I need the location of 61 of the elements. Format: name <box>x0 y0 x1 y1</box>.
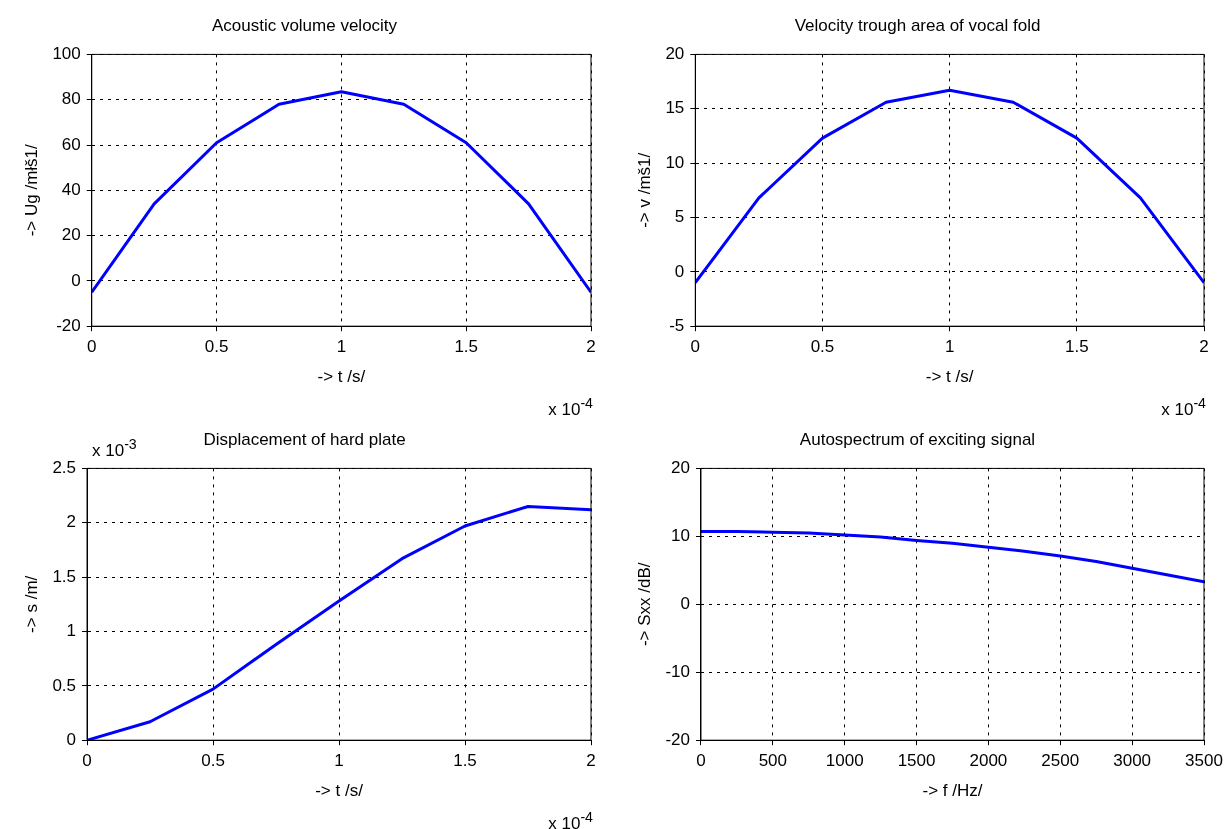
x-tick-label: 0.5 <box>810 337 835 357</box>
y-tick-label: 0 <box>66 729 77 749</box>
x-axis-title: -> t /s/ <box>925 367 974 387</box>
x-axis-title: -> f /Hz/ <box>922 781 983 801</box>
x-tick-label: 3500 <box>1185 751 1223 771</box>
x-tick-label: 1 <box>944 337 955 357</box>
y-tick-label: 0 <box>71 270 81 290</box>
y-tick-label: -10 <box>665 661 690 681</box>
y-tick-label: 2.5 <box>52 458 77 478</box>
x-axis-title: -> t /s/ <box>317 367 366 387</box>
y-tick-label: -20 <box>56 315 81 335</box>
y-tick-label: 1 <box>66 621 77 641</box>
y-tick-label: 15 <box>665 98 685 118</box>
text: x 10$^{-4}$ <box>1161 395 1206 420</box>
chart-title: Acoustic volume velocity <box>211 15 398 35</box>
y-tick-label: 0 <box>680 593 690 613</box>
chart-title: Velocity trough area of vocal fold <box>794 15 1041 35</box>
y-tick-label: 80 <box>61 89 81 109</box>
x-tick-label: 1.5 <box>1065 337 1089 357</box>
y-axis-title: -> Ug /młš1/ <box>21 143 41 237</box>
y-axis-title: -> s /m/ <box>21 575 41 633</box>
y-tick-label: 10 <box>665 152 685 172</box>
y-tick-label: 0.5 <box>52 675 77 695</box>
x-tick-label: 1000 <box>825 751 864 771</box>
text: x 10$^{-4}$ <box>548 809 593 829</box>
x-tick-label: 2 <box>586 337 596 357</box>
x-tick-label: 0 <box>87 337 97 357</box>
x-tick-label: 2 <box>586 751 596 771</box>
chart-title: Autospectrum of exciting signal <box>799 429 1036 449</box>
y-tick-label: 1.5 <box>52 566 77 586</box>
y-tick-label: -20 <box>665 729 690 749</box>
y-tick-label: 20 <box>671 458 690 478</box>
y-tick-label: 60 <box>61 134 81 154</box>
y-axis-title: -> Sxx /dB/ <box>634 562 654 647</box>
x-tick-label: 2 <box>1199 337 1209 357</box>
x-tick-label: 1 <box>334 751 344 771</box>
y-tick-label: 40 <box>61 179 81 199</box>
y-tick-label: 20 <box>61 225 81 245</box>
x-tick-label: 1500 <box>897 751 936 771</box>
y-tick-label: 100 <box>52 44 81 64</box>
x-axis-title: -> t /s/ <box>315 781 364 801</box>
y-tick-label: 10 <box>671 526 690 546</box>
y-tick-label: 20 <box>665 44 685 64</box>
x-tick-label: 0 <box>696 751 706 771</box>
y-tick-label: 5 <box>674 207 685 227</box>
y-tick-label: 2 <box>66 512 77 532</box>
x-tick-label: 1.5 <box>453 751 477 771</box>
x-tick-label: 2500 <box>1041 751 1080 771</box>
x-tick-label: 1.5 <box>454 337 479 357</box>
y-tick-label: 0 <box>674 261 685 281</box>
x-tick-label: 0.5 <box>201 751 225 771</box>
y-tick-label: -5 <box>669 315 685 335</box>
text: x 10$^{-4}$ <box>548 395 593 420</box>
text: x 10$^{-3}$ <box>92 436 137 461</box>
x-tick-label: 2000 <box>969 751 1008 771</box>
chart-title: Displacement of hard plate <box>203 429 406 449</box>
y-axis-title: -> v /mš1/ <box>634 152 654 228</box>
x-tick-label: 1 <box>336 337 347 357</box>
x-tick-label: 0.5 <box>204 337 229 357</box>
x-tick-label: 500 <box>758 751 788 771</box>
x-tick-label: 3000 <box>1113 751 1152 771</box>
